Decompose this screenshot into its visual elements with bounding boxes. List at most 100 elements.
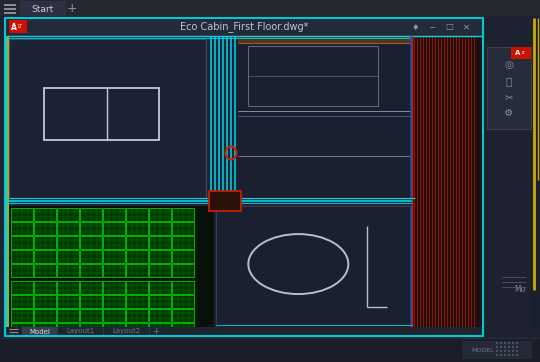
Text: ◎: ◎ — [504, 60, 514, 70]
Bar — [11, 309, 33, 322]
Bar — [248, 46, 378, 106]
Bar — [57, 295, 79, 308]
Bar — [34, 264, 56, 277]
Bar — [9, 39, 206, 199]
Bar — [149, 295, 171, 308]
Bar — [512, 350, 514, 352]
Bar — [80, 281, 102, 294]
Bar — [504, 346, 506, 348]
Bar — [149, 264, 171, 277]
Text: □: □ — [445, 22, 453, 31]
Bar — [34, 208, 56, 221]
Bar — [34, 281, 56, 294]
Bar — [11, 264, 33, 277]
Bar — [57, 222, 79, 235]
Bar — [504, 350, 506, 352]
Text: +: + — [66, 3, 77, 16]
Bar — [412, 36, 482, 327]
Bar — [22, 327, 57, 336]
Bar — [11, 208, 33, 221]
Bar — [80, 250, 102, 263]
Bar — [80, 236, 102, 249]
Bar — [172, 208, 194, 221]
Bar — [57, 236, 79, 249]
Bar — [57, 208, 79, 221]
Bar — [508, 342, 510, 344]
Bar — [149, 250, 171, 263]
Text: A: A — [515, 50, 521, 56]
Bar — [508, 346, 510, 348]
Text: Mo: Mo — [515, 286, 525, 295]
Bar — [172, 264, 194, 277]
Bar — [57, 264, 79, 277]
Bar — [11, 295, 33, 308]
Bar — [126, 222, 148, 235]
Bar — [103, 281, 125, 294]
Bar — [58, 327, 103, 336]
Bar — [504, 354, 506, 356]
Bar — [0, 338, 540, 362]
Bar — [172, 309, 194, 322]
Bar — [34, 222, 56, 235]
Bar — [103, 222, 125, 235]
Text: Start: Start — [32, 4, 54, 13]
Bar — [34, 250, 56, 263]
Bar — [172, 236, 194, 249]
Bar — [516, 354, 518, 356]
Text: MODEL: MODEL — [471, 348, 494, 353]
Bar — [500, 350, 502, 352]
Bar — [496, 350, 498, 352]
Bar — [149, 222, 171, 235]
Bar — [512, 342, 514, 344]
Bar — [5, 18, 483, 36]
Bar — [216, 206, 412, 327]
Bar — [9, 206, 214, 327]
Bar — [103, 236, 125, 249]
Bar — [126, 281, 148, 294]
Bar — [512, 346, 514, 348]
Bar — [34, 236, 56, 249]
Text: ✋: ✋ — [506, 76, 512, 86]
Bar — [103, 295, 125, 308]
Bar — [11, 222, 33, 235]
Bar — [511, 47, 531, 59]
Text: ✂: ✂ — [504, 92, 514, 102]
Bar — [516, 346, 518, 348]
Bar — [508, 350, 510, 352]
Bar — [20, 1, 66, 16]
Text: +: + — [153, 327, 159, 336]
Text: ♦: ♦ — [411, 22, 418, 31]
Text: A: A — [11, 22, 17, 31]
Bar — [126, 264, 148, 277]
Bar — [216, 206, 412, 327]
Text: ✕: ✕ — [462, 22, 469, 31]
Bar — [0, 0, 540, 18]
Bar — [103, 309, 125, 322]
Bar — [34, 323, 56, 336]
Bar — [500, 275, 530, 297]
Bar — [9, 198, 412, 206]
Bar — [500, 342, 502, 344]
Bar — [172, 281, 194, 294]
Bar — [238, 36, 412, 43]
Bar — [496, 354, 498, 356]
Bar — [11, 250, 33, 263]
Bar — [80, 208, 102, 221]
Bar — [532, 18, 540, 328]
Bar — [487, 47, 531, 129]
Bar — [44, 88, 159, 140]
Bar — [172, 250, 194, 263]
Bar — [57, 309, 79, 322]
Text: Layout1: Layout1 — [66, 328, 94, 334]
Bar — [496, 346, 498, 348]
Bar — [80, 309, 102, 322]
Text: Model: Model — [29, 328, 50, 334]
Bar — [149, 309, 171, 322]
Bar — [11, 323, 33, 336]
Bar — [172, 222, 194, 235]
Text: ─: ─ — [429, 22, 435, 31]
Bar — [34, 309, 56, 322]
Bar — [6, 36, 482, 327]
Bar — [149, 281, 171, 294]
Text: LT: LT — [17, 25, 23, 29]
